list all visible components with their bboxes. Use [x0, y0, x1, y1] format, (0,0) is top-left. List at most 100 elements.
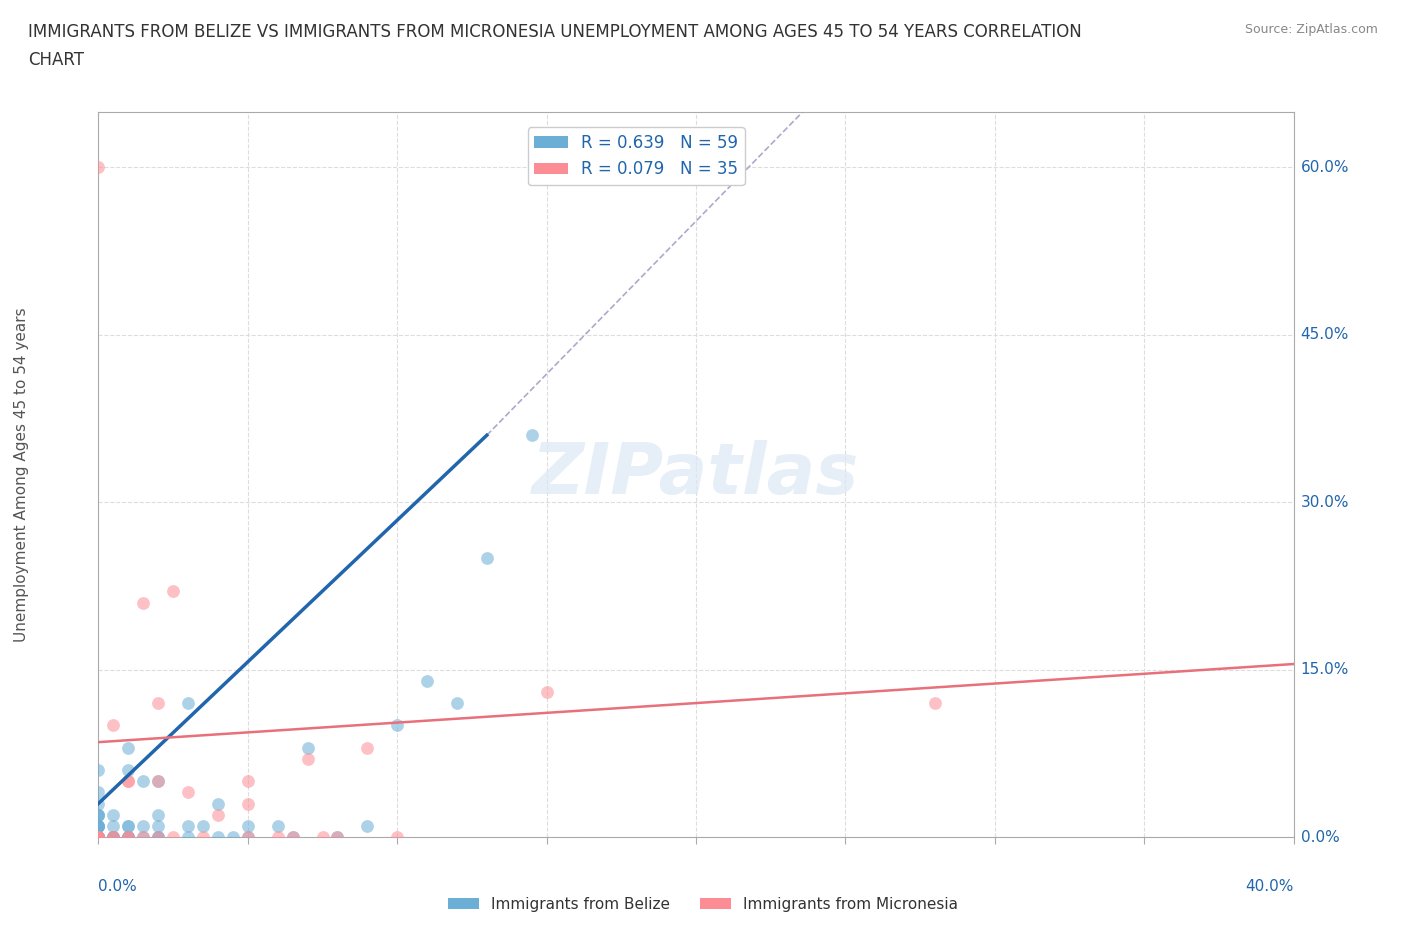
Point	[207, 830, 229, 844]
Point	[446, 696, 468, 711]
Point	[87, 796, 110, 811]
Point	[87, 818, 110, 833]
Point	[236, 818, 259, 833]
Point	[103, 807, 125, 822]
Point	[148, 774, 170, 789]
Point	[520, 428, 543, 443]
Text: 0.0%: 0.0%	[1301, 830, 1340, 844]
Point	[236, 796, 259, 811]
Text: 0.0%: 0.0%	[98, 879, 138, 894]
Point	[87, 818, 110, 833]
Point	[87, 830, 110, 844]
Point	[87, 818, 110, 833]
Point	[326, 830, 349, 844]
Point	[536, 684, 558, 699]
Point	[87, 785, 110, 800]
Point	[132, 830, 155, 844]
Text: CHART: CHART	[28, 51, 84, 69]
Point	[148, 807, 170, 822]
Point	[87, 830, 110, 844]
Text: Unemployment Among Ages 45 to 54 years: Unemployment Among Ages 45 to 54 years	[14, 307, 28, 642]
Point	[267, 818, 290, 833]
Point	[132, 830, 155, 844]
Point	[87, 763, 110, 777]
Point	[87, 830, 110, 844]
Point	[148, 830, 170, 844]
Point	[177, 696, 200, 711]
Point	[356, 740, 378, 755]
Legend: Immigrants from Belize, Immigrants from Micronesia: Immigrants from Belize, Immigrants from …	[441, 891, 965, 918]
Point	[87, 830, 110, 844]
Point	[87, 807, 110, 822]
Point	[87, 807, 110, 822]
Point	[117, 830, 139, 844]
Point	[117, 763, 139, 777]
Point	[385, 830, 409, 844]
Point	[117, 818, 139, 833]
Point	[117, 774, 139, 789]
Point	[236, 774, 259, 789]
Point	[162, 584, 184, 599]
Point	[87, 830, 110, 844]
Point	[162, 830, 184, 844]
Point	[326, 830, 349, 844]
Point	[132, 818, 155, 833]
Point	[191, 818, 214, 833]
Point	[103, 830, 125, 844]
Point	[148, 774, 170, 789]
Point	[87, 830, 110, 844]
Point	[207, 796, 229, 811]
Point	[103, 718, 125, 733]
Point	[281, 830, 304, 844]
Text: 45.0%: 45.0%	[1301, 327, 1348, 342]
Point	[87, 818, 110, 833]
Point	[87, 830, 110, 844]
Point	[117, 740, 139, 755]
Point	[87, 830, 110, 844]
Point	[267, 830, 290, 844]
Text: 40.0%: 40.0%	[1246, 879, 1294, 894]
Point	[297, 751, 319, 766]
Point	[311, 830, 333, 844]
Point	[87, 807, 110, 822]
Point	[207, 807, 229, 822]
Point	[103, 830, 125, 844]
Point	[236, 830, 259, 844]
Point	[117, 818, 139, 833]
Point	[148, 818, 170, 833]
Point	[177, 785, 200, 800]
Point	[87, 830, 110, 844]
Point	[103, 818, 125, 833]
Legend: R = 0.639   N = 59, R = 0.079   N = 35: R = 0.639 N = 59, R = 0.079 N = 35	[527, 127, 745, 185]
Point	[191, 830, 214, 844]
Point	[117, 830, 139, 844]
Point	[236, 830, 259, 844]
Point	[148, 696, 170, 711]
Text: 30.0%: 30.0%	[1301, 495, 1348, 510]
Point	[132, 595, 155, 610]
Point	[103, 830, 125, 844]
Point	[356, 818, 378, 833]
Point	[87, 818, 110, 833]
Text: IMMIGRANTS FROM BELIZE VS IMMIGRANTS FROM MICRONESIA UNEMPLOYMENT AMONG AGES 45 : IMMIGRANTS FROM BELIZE VS IMMIGRANTS FRO…	[28, 23, 1081, 41]
Point	[177, 830, 200, 844]
Point	[148, 830, 170, 844]
Point	[87, 830, 110, 844]
Point	[103, 830, 125, 844]
Point	[87, 830, 110, 844]
Text: Source: ZipAtlas.com: Source: ZipAtlas.com	[1244, 23, 1378, 36]
Point	[103, 830, 125, 844]
Point	[117, 830, 139, 844]
Point	[148, 830, 170, 844]
Point	[87, 830, 110, 844]
Point	[87, 830, 110, 844]
Point	[117, 774, 139, 789]
Text: ZIPatlas: ZIPatlas	[533, 440, 859, 509]
Point	[385, 718, 409, 733]
Point	[177, 818, 200, 833]
Point	[416, 673, 439, 688]
Point	[281, 830, 304, 844]
Point	[475, 551, 498, 565]
Text: 15.0%: 15.0%	[1301, 662, 1348, 677]
Point	[924, 696, 946, 711]
